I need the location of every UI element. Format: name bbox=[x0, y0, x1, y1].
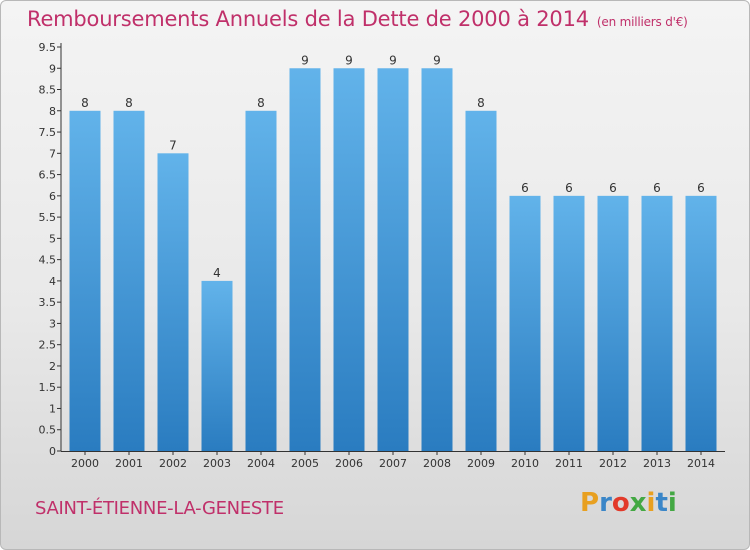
y-tick-label: 0 bbox=[49, 445, 56, 458]
y-tick-label: 6.5 bbox=[39, 169, 57, 182]
y-tick-label: 6 bbox=[49, 190, 56, 203]
x-tick-label: 2000 bbox=[71, 457, 99, 470]
logo-letter: i bbox=[646, 488, 656, 518]
logo-letter: r bbox=[599, 488, 612, 518]
bar-value-label: 8 bbox=[257, 96, 265, 110]
bar-value-label: 9 bbox=[433, 53, 441, 67]
bar bbox=[245, 110, 277, 451]
bar-value-label: 8 bbox=[125, 96, 133, 110]
city-name: SAINT-ÉTIENNE-LA-GENESTE bbox=[35, 498, 284, 519]
y-tick-label: 7 bbox=[49, 147, 56, 160]
proxiti-logo: Proxiti bbox=[580, 488, 677, 518]
bar-value-label: 8 bbox=[81, 96, 89, 110]
y-tick-label: 9 bbox=[49, 62, 56, 75]
x-tick-label: 2002 bbox=[159, 457, 187, 470]
bar bbox=[69, 110, 101, 451]
x-tick-label: 2013 bbox=[643, 457, 671, 470]
x-tick-label: 2008 bbox=[423, 457, 451, 470]
x-tick-label: 2003 bbox=[203, 457, 231, 470]
bar bbox=[113, 110, 145, 451]
y-tick-label: 3 bbox=[49, 317, 56, 330]
bar bbox=[333, 68, 365, 452]
bar bbox=[597, 195, 629, 451]
bar-value-label: 6 bbox=[609, 181, 617, 195]
x-tick-label: 2014 bbox=[687, 457, 715, 470]
bar-value-label: 7 bbox=[169, 138, 177, 152]
bar bbox=[377, 68, 409, 452]
x-tick-label: 2001 bbox=[115, 457, 143, 470]
chart-title-text: Remboursements Annuels de la Dette de 20… bbox=[27, 7, 589, 31]
bar-value-label: 6 bbox=[521, 181, 529, 195]
x-tick-label: 2004 bbox=[247, 457, 275, 470]
logo-letter: i bbox=[667, 488, 677, 518]
bar-value-label: 4 bbox=[213, 266, 221, 280]
bar-value-label: 9 bbox=[301, 53, 309, 67]
bar bbox=[289, 68, 321, 452]
y-tick-label: 0.5 bbox=[39, 424, 57, 437]
x-tick-label: 2011 bbox=[555, 457, 583, 470]
bar bbox=[509, 195, 541, 451]
bar-value-label: 9 bbox=[345, 53, 353, 67]
bar-value-label: 6 bbox=[565, 181, 573, 195]
bar bbox=[421, 68, 453, 452]
bar bbox=[465, 110, 497, 451]
y-tick-label: 5 bbox=[49, 232, 56, 245]
chart-unit: (en milliers d'€) bbox=[596, 15, 688, 29]
logo-letter: t bbox=[655, 488, 668, 518]
y-tick-label: 4.5 bbox=[39, 254, 57, 267]
x-tick-label: 2009 bbox=[467, 457, 495, 470]
bar-value-label: 6 bbox=[697, 181, 705, 195]
logo-letter: o bbox=[611, 488, 630, 518]
y-tick-label: 4 bbox=[49, 275, 56, 288]
bar bbox=[685, 195, 717, 451]
y-tick-label: 2 bbox=[49, 360, 56, 373]
chart-title: Remboursements Annuels de la Dette de 20… bbox=[27, 7, 688, 31]
y-tick-label: 8.5 bbox=[39, 84, 57, 97]
y-tick-label: 2.5 bbox=[39, 339, 57, 352]
bar bbox=[157, 153, 189, 451]
x-tick-label: 2007 bbox=[379, 457, 407, 470]
logo-letter: P bbox=[580, 488, 600, 518]
x-tick-label: 2012 bbox=[599, 457, 627, 470]
x-tick-label: 2010 bbox=[511, 457, 539, 470]
bar-value-label: 6 bbox=[653, 181, 661, 195]
y-tick-label: 7.5 bbox=[39, 126, 57, 139]
y-tick-label: 5.5 bbox=[39, 211, 57, 224]
bar-value-label: 8 bbox=[477, 96, 485, 110]
y-tick-label: 9.5 bbox=[39, 41, 57, 54]
logo-letter: x bbox=[629, 488, 647, 518]
y-tick-label: 1.5 bbox=[39, 381, 57, 394]
y-tick-label: 8 bbox=[49, 105, 56, 118]
y-tick-label: 3.5 bbox=[39, 296, 57, 309]
x-tick-label: 2005 bbox=[291, 457, 319, 470]
y-tick-label: 1 bbox=[49, 402, 56, 415]
bar-value-label: 9 bbox=[389, 53, 397, 67]
bar bbox=[201, 280, 233, 451]
bar bbox=[553, 195, 585, 451]
bar bbox=[641, 195, 673, 451]
x-tick-label: 2006 bbox=[335, 457, 363, 470]
